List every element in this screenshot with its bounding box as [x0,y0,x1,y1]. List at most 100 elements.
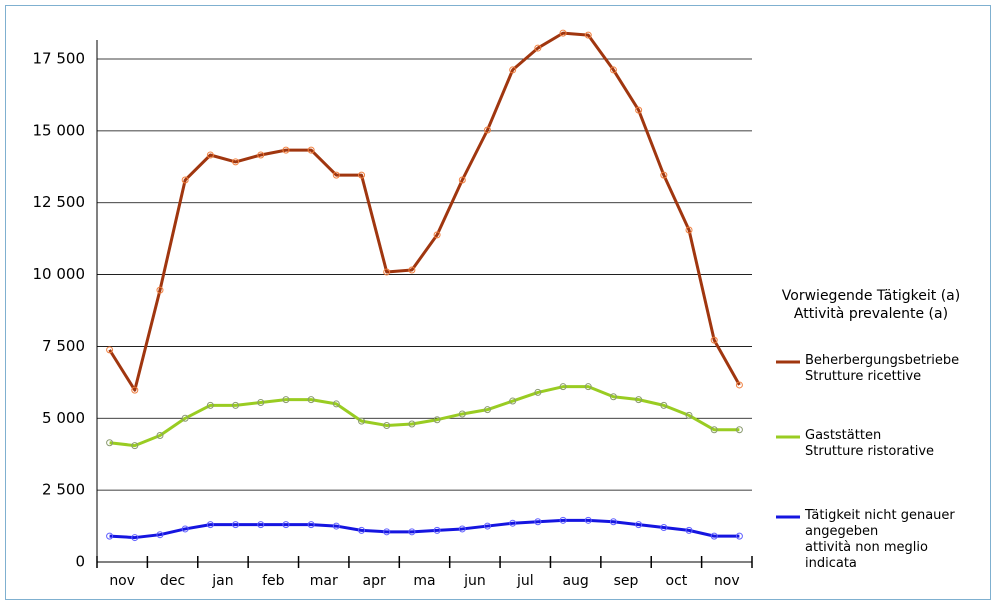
point [232,158,240,166]
point [685,226,693,234]
x-tick-label: jun [463,573,486,589]
point [282,396,290,404]
point [609,66,617,74]
point [660,524,668,532]
point [282,146,290,154]
point [433,416,441,424]
x-tick-label: sep [614,573,639,589]
point [458,410,466,418]
point [307,396,315,404]
y-tick-label: 5 000 [42,409,85,427]
point [383,268,391,276]
point [534,518,542,526]
point [735,532,743,540]
point [584,31,592,39]
point [106,439,114,447]
x-tick-label: apr [362,573,385,589]
point [257,521,265,529]
point [131,534,139,542]
point [710,426,718,434]
point [458,176,466,184]
point [433,231,441,239]
point [483,406,491,414]
point [232,521,240,529]
point [206,521,214,529]
point [483,126,491,134]
point [509,519,517,527]
series-line [109,518,740,540]
point [635,521,643,529]
point [584,516,592,524]
point [131,442,139,450]
point [257,151,265,159]
point [257,398,265,406]
point [559,516,567,524]
point [332,400,340,408]
point [307,521,315,529]
y-tick-label: 15 000 [33,121,86,139]
legend-label: Beherbergungsbetriebe Strutture ricettiv… [805,353,960,384]
y-tick-label: 2 500 [42,481,85,499]
point [534,44,542,52]
point [156,286,164,294]
point [509,397,517,405]
series-line [108,31,741,392]
legend-title: Vorwiegende Tätigkeit (a) Attività preva… [781,288,961,322]
point [408,420,416,428]
point [483,522,491,530]
x-tick-label: jan [211,573,233,589]
point [307,146,315,154]
y-tick-label: 12 500 [33,193,86,211]
point [206,401,214,409]
point [609,393,617,401]
x-tick-label: mar [310,573,338,589]
series-line [109,385,740,448]
legend-label: Gaststätten Strutture ristorative [805,428,935,459]
y-tick-label: 7 500 [42,337,85,355]
point [710,532,718,540]
point [735,426,743,434]
frame [5,5,991,600]
point [660,171,668,179]
point [559,29,567,37]
point [584,383,592,391]
x-tick-label: aug [562,573,588,589]
point [156,432,164,440]
point [408,528,416,536]
y-tick-label: 17 500 [33,50,86,68]
point [685,526,693,534]
point [232,401,240,409]
point [710,336,718,344]
point [181,176,189,184]
point [559,383,567,391]
point [534,388,542,396]
point [282,521,290,529]
x-tick-label: nov [714,573,740,589]
point [408,266,416,274]
point [735,381,743,389]
y-tick-label: 0 [75,553,85,571]
point [156,531,164,539]
point [181,414,189,422]
legend-label: Tätigkeit nicht genauer angegeben attivi… [805,508,955,571]
x-tick-label: dec [160,573,185,589]
point [383,421,391,429]
x-tick-label: feb [262,573,285,589]
x-tick-label: ma [413,573,435,589]
point [206,151,214,159]
point [358,526,366,534]
point [106,346,114,354]
x-tick-label: jul [516,573,534,589]
point [635,106,643,114]
point [458,525,466,533]
x-tick-label: nov [109,573,135,589]
point [660,401,668,409]
point [106,532,114,540]
point [131,386,139,394]
point [358,417,366,425]
x-tick-label: oct [666,573,688,589]
point [433,526,441,534]
point [332,522,340,530]
